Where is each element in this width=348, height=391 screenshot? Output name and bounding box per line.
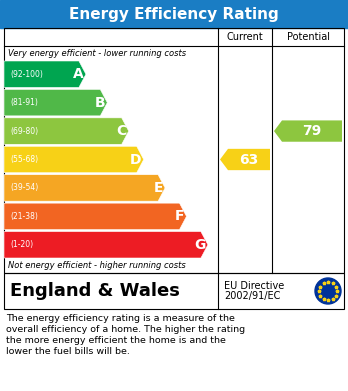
Polygon shape (274, 120, 342, 142)
Bar (4, 273, 344, 309)
Text: Potential: Potential (286, 32, 330, 42)
Bar (0, 0, 348, 28)
Text: F: F (175, 209, 184, 223)
Polygon shape (4, 146, 144, 173)
Text: (1-20): (1-20) (10, 240, 33, 249)
Text: Current: Current (227, 32, 263, 42)
Polygon shape (4, 90, 107, 116)
Polygon shape (4, 231, 208, 258)
Text: the more energy efficient the home is and the: the more energy efficient the home is an… (6, 336, 226, 345)
Polygon shape (4, 61, 86, 88)
Text: (69-80): (69-80) (10, 127, 38, 136)
Text: (55-68): (55-68) (10, 155, 38, 164)
Text: overall efficiency of a home. The higher the rating: overall efficiency of a home. The higher… (6, 325, 245, 334)
Text: 2002/91/EC: 2002/91/EC (224, 291, 280, 301)
Polygon shape (220, 149, 270, 170)
Text: D: D (130, 152, 142, 167)
Text: G: G (195, 238, 206, 252)
Polygon shape (4, 203, 187, 230)
Text: England & Wales: England & Wales (10, 282, 180, 300)
Text: The energy efficiency rating is a measure of the: The energy efficiency rating is a measur… (6, 314, 235, 323)
Text: 63: 63 (239, 152, 259, 167)
Text: B: B (95, 96, 105, 109)
Text: (92-100): (92-100) (10, 70, 43, 79)
Polygon shape (4, 118, 129, 144)
Text: A: A (73, 67, 84, 81)
Text: E: E (153, 181, 163, 195)
Polygon shape (4, 175, 165, 201)
Text: Energy Efficiency Rating: Energy Efficiency Rating (69, 7, 279, 22)
Text: lower the fuel bills will be.: lower the fuel bills will be. (6, 347, 130, 356)
Text: Very energy efficient - lower running costs: Very energy efficient - lower running co… (8, 50, 186, 59)
Bar (4, 28, 344, 273)
Text: 79: 79 (302, 124, 322, 138)
Circle shape (315, 278, 341, 304)
Text: (21-38): (21-38) (10, 212, 38, 221)
Text: (81-91): (81-91) (10, 98, 38, 107)
Text: Not energy efficient - higher running costs: Not energy efficient - higher running co… (8, 262, 186, 271)
Text: EU Directive: EU Directive (224, 281, 284, 291)
Text: (39-54): (39-54) (10, 183, 38, 192)
Text: C: C (117, 124, 127, 138)
